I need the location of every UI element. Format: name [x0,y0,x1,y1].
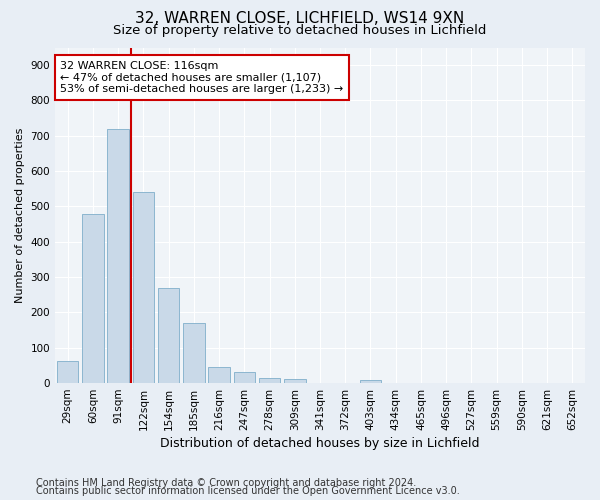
Bar [183,323,205,383]
Text: 32, WARREN CLOSE, LICHFIELD, WS14 9XN: 32, WARREN CLOSE, LICHFIELD, WS14 9XN [136,11,464,26]
Bar [208,367,230,383]
Bar [107,128,129,383]
Y-axis label: Number of detached properties: Number of detached properties [15,128,25,303]
Text: 32 WARREN CLOSE: 116sqm
← 47% of detached houses are smaller (1,107)
53% of semi: 32 WARREN CLOSE: 116sqm ← 47% of detache… [61,61,344,94]
Bar [284,379,305,383]
Bar [158,288,179,383]
Text: Contains public sector information licensed under the Open Government Licence v3: Contains public sector information licen… [36,486,460,496]
Text: Contains HM Land Registry data © Crown copyright and database right 2024.: Contains HM Land Registry data © Crown c… [36,478,416,488]
Bar [133,192,154,383]
Bar [360,380,381,383]
Bar [57,361,79,383]
Bar [259,378,280,383]
Bar [82,214,104,383]
Text: Size of property relative to detached houses in Lichfield: Size of property relative to detached ho… [113,24,487,37]
X-axis label: Distribution of detached houses by size in Lichfield: Distribution of detached houses by size … [160,437,480,450]
Bar [233,372,255,383]
